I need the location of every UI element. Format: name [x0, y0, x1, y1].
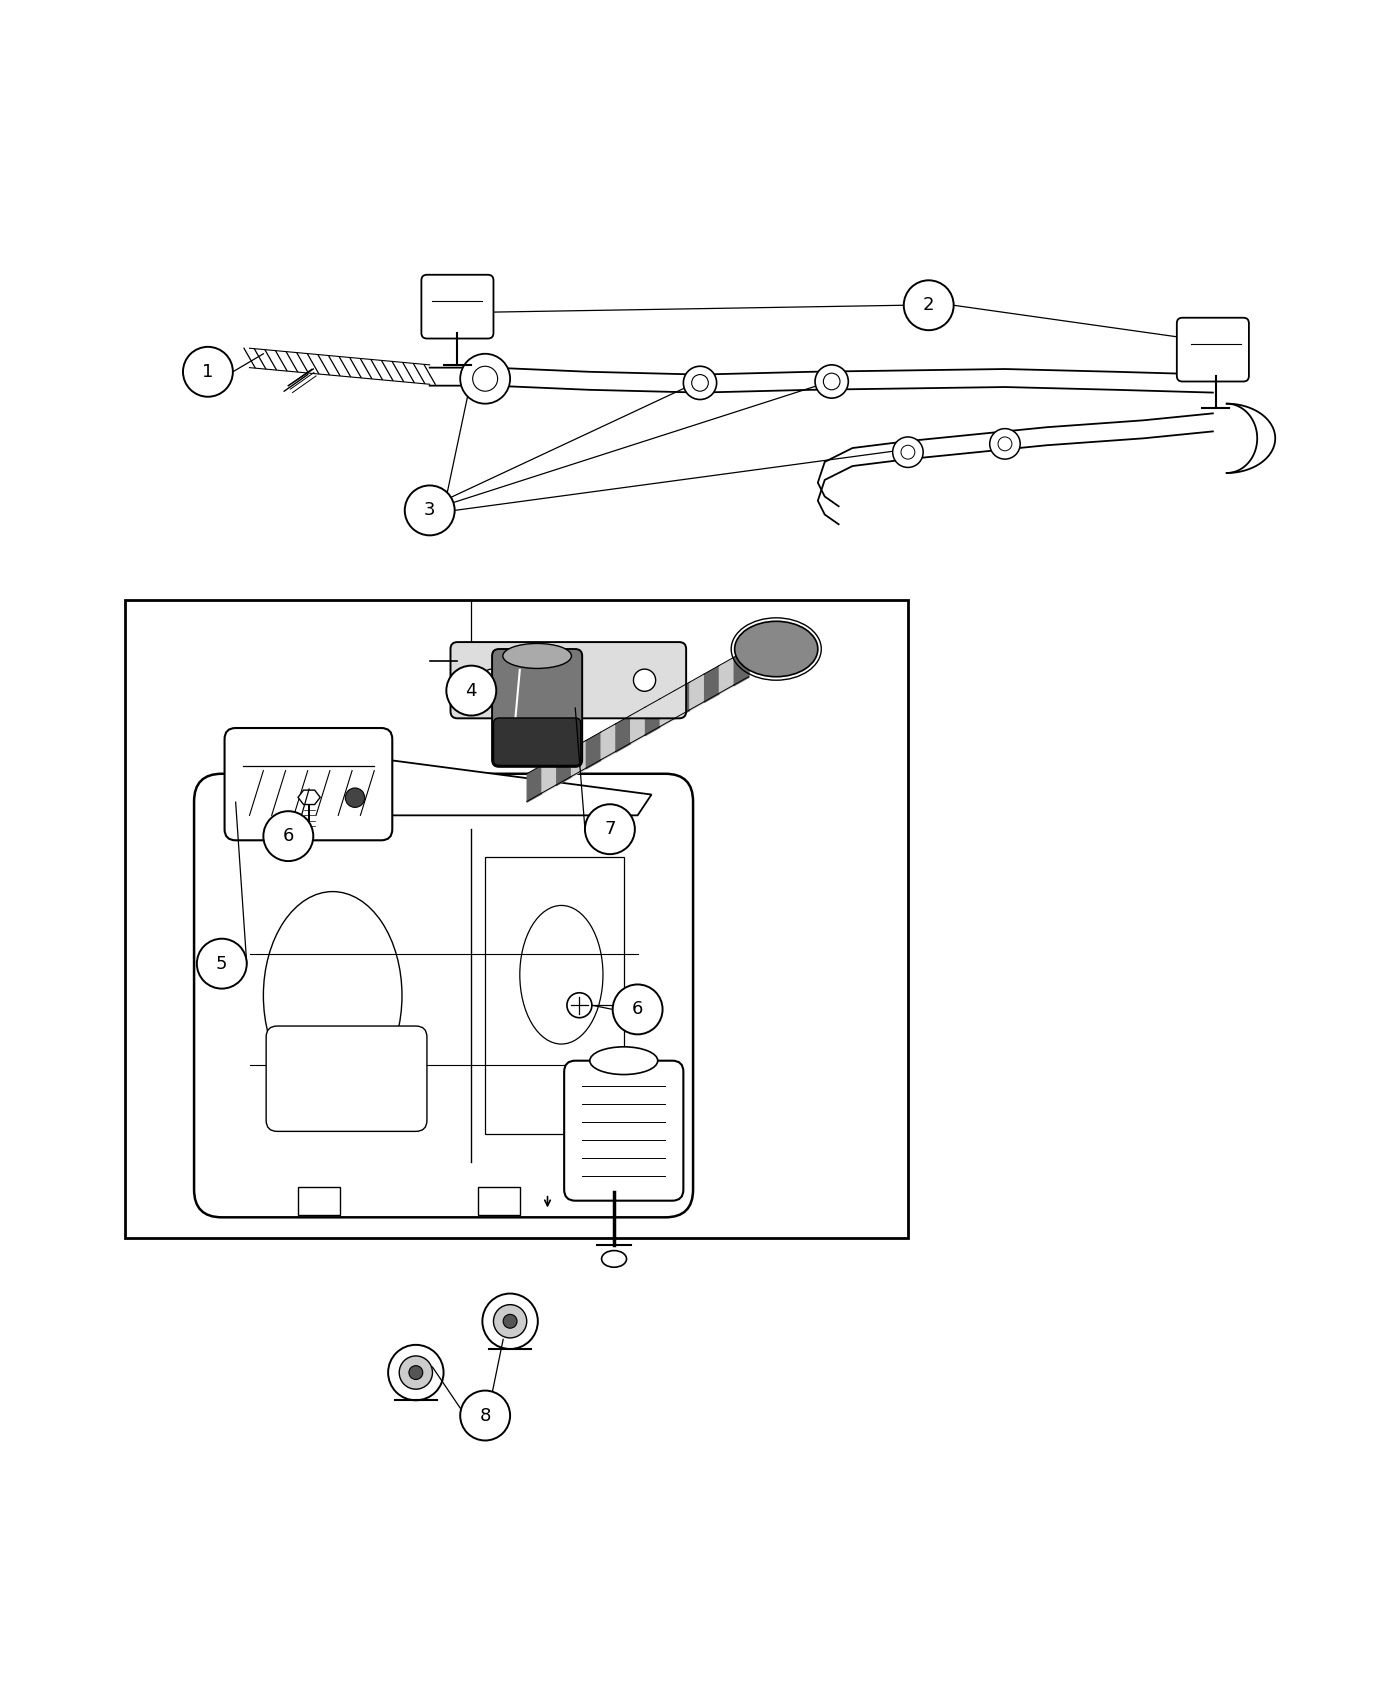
- FancyBboxPatch shape: [224, 728, 392, 840]
- Circle shape: [409, 1365, 423, 1379]
- Bar: [479, 1187, 519, 1214]
- Text: 5: 5: [216, 955, 228, 972]
- Ellipse shape: [503, 644, 571, 668]
- Text: 3: 3: [424, 502, 435, 520]
- Text: 2: 2: [923, 296, 934, 314]
- Circle shape: [815, 366, 848, 398]
- Text: 6: 6: [631, 1000, 644, 1018]
- Circle shape: [346, 789, 364, 808]
- Text: 4: 4: [466, 682, 477, 700]
- Bar: [298, 1187, 340, 1214]
- Text: 1: 1: [202, 362, 214, 381]
- Circle shape: [399, 1357, 433, 1389]
- Circle shape: [567, 993, 592, 1018]
- Bar: [125, 600, 909, 1238]
- Circle shape: [183, 347, 232, 396]
- Circle shape: [263, 811, 314, 862]
- Circle shape: [482, 670, 503, 692]
- Text: 6: 6: [283, 828, 294, 845]
- Circle shape: [197, 938, 246, 989]
- Ellipse shape: [735, 620, 818, 677]
- FancyBboxPatch shape: [451, 643, 686, 719]
- Circle shape: [493, 1304, 526, 1338]
- Polygon shape: [298, 790, 321, 804]
- Circle shape: [503, 1314, 517, 1328]
- Circle shape: [683, 366, 717, 400]
- Circle shape: [893, 437, 923, 468]
- Ellipse shape: [589, 1047, 658, 1074]
- FancyBboxPatch shape: [266, 1027, 427, 1132]
- Circle shape: [613, 984, 662, 1034]
- FancyBboxPatch shape: [564, 1061, 683, 1200]
- FancyBboxPatch shape: [195, 774, 693, 1217]
- Circle shape: [585, 804, 634, 853]
- Bar: [486, 857, 624, 1134]
- FancyBboxPatch shape: [491, 649, 582, 767]
- Circle shape: [483, 1294, 538, 1350]
- FancyBboxPatch shape: [421, 275, 493, 338]
- Circle shape: [405, 486, 455, 536]
- Circle shape: [990, 428, 1021, 459]
- Circle shape: [633, 670, 655, 692]
- Text: 8: 8: [479, 1406, 491, 1425]
- FancyBboxPatch shape: [1177, 318, 1249, 381]
- Circle shape: [461, 354, 510, 403]
- Circle shape: [904, 280, 953, 330]
- FancyBboxPatch shape: [493, 717, 581, 765]
- Circle shape: [447, 666, 496, 716]
- Polygon shape: [249, 760, 651, 816]
- Circle shape: [388, 1345, 444, 1401]
- Text: 7: 7: [605, 819, 616, 838]
- Circle shape: [461, 1391, 510, 1440]
